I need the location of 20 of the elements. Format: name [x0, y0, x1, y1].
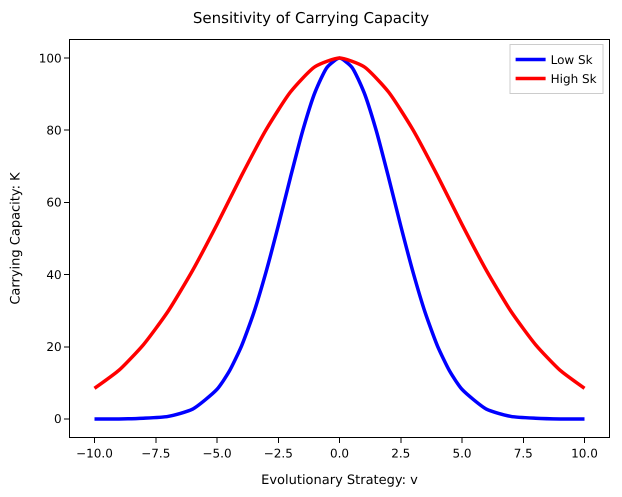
y-tick-label: 40: [46, 268, 62, 282]
y-tick-label: 60: [46, 196, 62, 210]
chart-title: Sensitivity of Carrying Capacity: [192, 8, 430, 27]
x-tick-label: 5.0: [452, 446, 472, 460]
legend-label: Low Sk: [550, 53, 593, 68]
legend-label: High Sk: [550, 72, 597, 86]
x-tick-label: −2.5: [264, 446, 293, 460]
y-tick-label: 20: [46, 340, 62, 354]
y-tick-label: 100: [38, 51, 62, 66]
x-tick-label: −10.0: [76, 446, 113, 460]
x-tick-label: 2.5: [391, 446, 410, 460]
x-tick-label: 0.0: [330, 446, 350, 460]
x-axis-title: Evolutionary Strategy: v: [261, 473, 418, 488]
y-tick-label: 80: [46, 123, 62, 138]
x-tick-label: −5.0: [202, 446, 232, 460]
y-axis-title: Carrying Capacity: K: [8, 172, 24, 305]
x-tick-label: 7.5: [514, 446, 533, 460]
x-tick-label: −7.5: [141, 446, 170, 460]
x-tick-label: 10.0: [571, 446, 598, 460]
y-tick-label: 0: [54, 412, 62, 426]
